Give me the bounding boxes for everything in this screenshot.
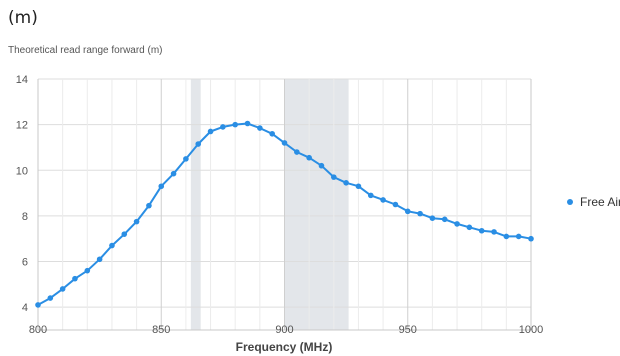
data-point[interactable] xyxy=(417,210,423,217)
data-point[interactable] xyxy=(84,267,91,274)
x-tick-label: 950 xyxy=(399,324,417,336)
data-point[interactable] xyxy=(515,233,522,240)
y-tick-label: 6 xyxy=(22,257,28,269)
legend-marker xyxy=(567,199,573,205)
legend: Free Air xyxy=(567,195,620,209)
data-point[interactable] xyxy=(232,121,238,128)
x-tick-label: 900 xyxy=(275,324,293,336)
data-point[interactable] xyxy=(195,141,202,147)
data-point[interactable] xyxy=(454,221,460,227)
shaded-bands xyxy=(190,79,349,330)
data-point[interactable] xyxy=(109,242,115,249)
data-point[interactable] xyxy=(96,256,103,263)
y-tick-label: 4 xyxy=(22,302,28,314)
data-point[interactable] xyxy=(244,120,251,127)
y-tick-label: 14 xyxy=(16,74,28,86)
data-point[interactable] xyxy=(404,208,411,215)
data-point[interactable] xyxy=(269,130,275,137)
data-point[interactable] xyxy=(503,233,510,240)
data-point[interactable] xyxy=(429,215,436,221)
data-point[interactable] xyxy=(146,202,152,209)
data-point[interactable] xyxy=(367,192,374,199)
data-point[interactable] xyxy=(441,216,448,223)
y-tick-label: 10 xyxy=(16,165,28,177)
data-point[interactable] xyxy=(392,201,399,208)
data-point[interactable] xyxy=(491,229,497,235)
data-point[interactable] xyxy=(133,218,140,225)
data-point[interactable] xyxy=(478,227,485,234)
data-point[interactable] xyxy=(170,170,177,177)
data-point[interactable] xyxy=(343,180,349,186)
x-tick-label: 1000 xyxy=(519,324,543,336)
data-point[interactable] xyxy=(158,183,165,190)
x-axis-ticks: 800 850 900 950 1000 xyxy=(29,324,543,336)
data-point[interactable] xyxy=(121,231,128,237)
y-axis-ticks: 4 6 8 10 12 14 xyxy=(16,74,28,314)
x-tick-label: 800 xyxy=(29,324,47,336)
data-point[interactable] xyxy=(207,128,214,135)
data-point[interactable] xyxy=(466,224,473,231)
y-tick-label: 8 xyxy=(22,211,28,223)
data-point[interactable] xyxy=(72,275,78,282)
data-point[interactable] xyxy=(528,235,534,242)
panel-label: (m) xyxy=(8,8,38,28)
data-point[interactable] xyxy=(35,302,41,308)
y-tick-label: 12 xyxy=(16,120,28,132)
data-point[interactable] xyxy=(380,197,386,203)
data-point[interactable] xyxy=(294,149,300,155)
data-point[interactable] xyxy=(331,174,337,180)
x-tick-label: 850 xyxy=(152,324,170,336)
data-point[interactable] xyxy=(220,124,226,130)
data-point[interactable] xyxy=(183,156,189,162)
shaded-band-0 xyxy=(190,79,201,330)
data-point[interactable] xyxy=(318,162,325,169)
data-point[interactable] xyxy=(355,183,362,190)
data-point[interactable] xyxy=(59,286,66,292)
grid-lines xyxy=(37,78,532,331)
shaded-band-1 xyxy=(284,79,349,330)
series-layer xyxy=(35,120,534,308)
chart-title: Theoretical read range forward (m) xyxy=(8,45,163,56)
x-axis-label: Frequency (MHz) xyxy=(236,340,333,354)
legend-label[interactable]: Free Air xyxy=(580,195,620,209)
data-point[interactable] xyxy=(257,125,263,131)
data-point[interactable] xyxy=(306,154,312,161)
data-point[interactable] xyxy=(281,140,288,146)
data-point[interactable] xyxy=(47,295,54,301)
